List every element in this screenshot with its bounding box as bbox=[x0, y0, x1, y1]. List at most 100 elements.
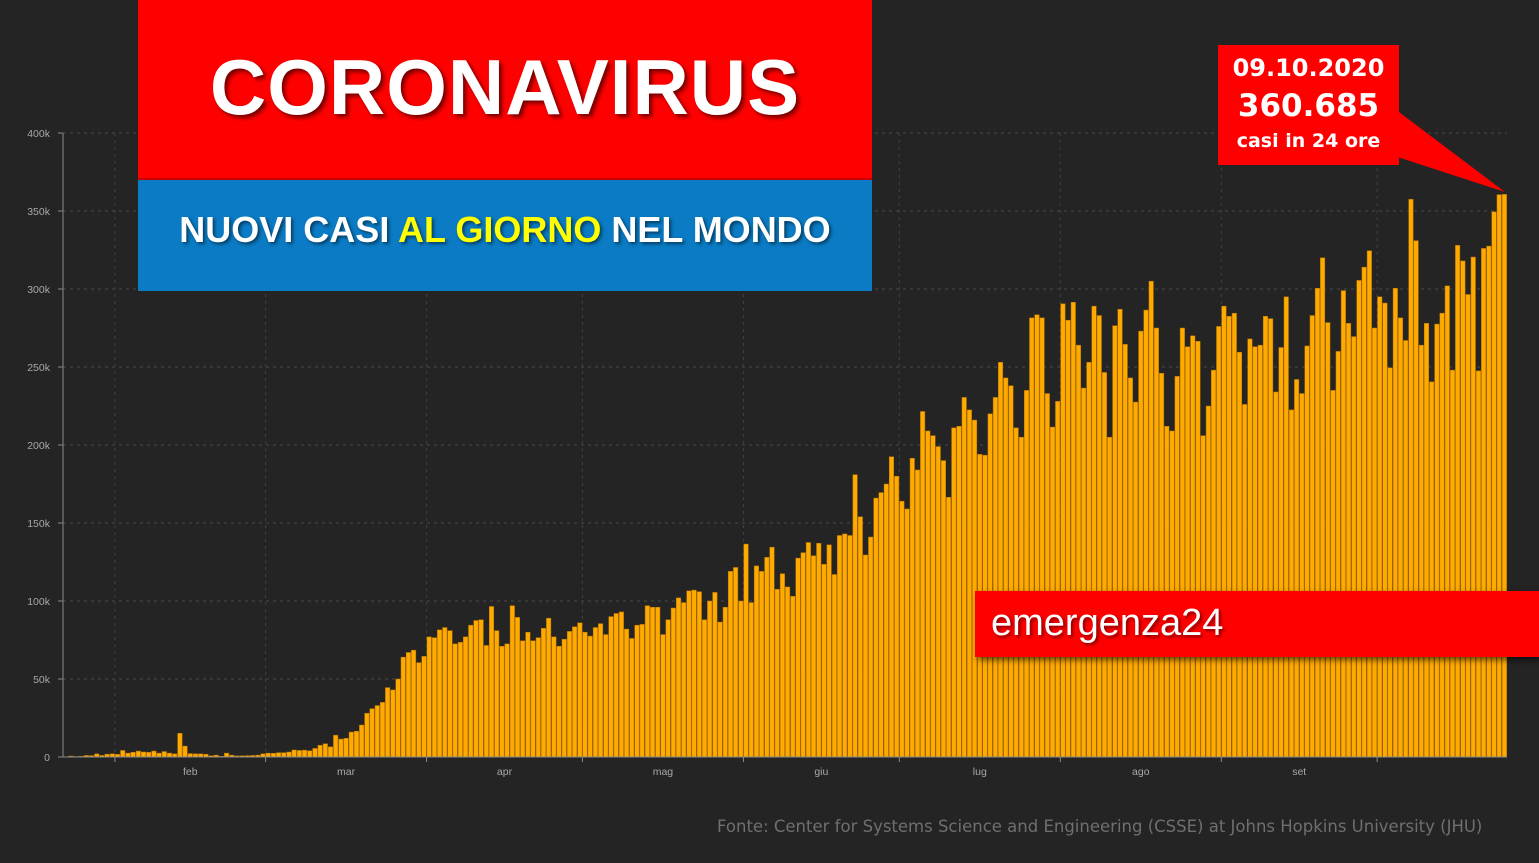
bar bbox=[1314, 287, 1320, 758]
bar bbox=[935, 446, 941, 758]
bar bbox=[1330, 390, 1336, 758]
bar bbox=[655, 606, 661, 758]
callout-pointer bbox=[1376, 112, 1505, 192]
bar bbox=[499, 645, 505, 758]
bar bbox=[1346, 323, 1352, 758]
bar bbox=[795, 557, 801, 758]
y-tick-label: 150k bbox=[27, 518, 51, 530]
bar bbox=[972, 419, 978, 758]
bar bbox=[873, 497, 879, 758]
bar bbox=[1190, 335, 1196, 758]
bar bbox=[561, 638, 567, 758]
bar bbox=[998, 362, 1004, 758]
bar bbox=[141, 751, 147, 758]
bar bbox=[1205, 405, 1211, 758]
bar bbox=[494, 630, 500, 758]
bar bbox=[613, 613, 619, 758]
bar bbox=[1423, 323, 1429, 758]
bar bbox=[483, 645, 489, 758]
bar bbox=[769, 546, 775, 758]
x-tick-label: ago bbox=[1132, 766, 1150, 778]
y-tick-label: 350k bbox=[27, 206, 51, 218]
bar bbox=[1075, 344, 1081, 758]
bar bbox=[1340, 290, 1346, 758]
bar bbox=[748, 602, 754, 758]
bar bbox=[1148, 280, 1154, 758]
y-tick-label: 300k bbox=[27, 284, 51, 296]
bar bbox=[1470, 256, 1476, 758]
bar bbox=[276, 752, 282, 758]
bar bbox=[286, 751, 292, 758]
y-axis: 0 50k 100k 150k 200k 250k 300k 350k 400k bbox=[27, 128, 63, 764]
bar bbox=[1449, 369, 1455, 758]
bar bbox=[224, 752, 230, 758]
bar bbox=[551, 636, 557, 758]
bar bbox=[1231, 312, 1237, 758]
bar bbox=[1418, 344, 1424, 758]
bar bbox=[790, 596, 796, 758]
bar bbox=[800, 552, 806, 758]
bar bbox=[489, 606, 495, 758]
bar bbox=[707, 600, 713, 758]
bar bbox=[1387, 367, 1393, 758]
bar bbox=[379, 702, 385, 758]
subtitle-part2: NEL MONDO bbox=[601, 208, 831, 250]
bar bbox=[1325, 322, 1331, 758]
bar bbox=[156, 752, 162, 758]
bar bbox=[146, 752, 152, 758]
bar bbox=[857, 516, 863, 758]
bar bbox=[629, 638, 635, 758]
bar bbox=[909, 458, 915, 758]
bar bbox=[1195, 341, 1201, 758]
bar bbox=[520, 640, 526, 758]
bar bbox=[1444, 285, 1450, 758]
bar bbox=[1174, 376, 1180, 758]
bar bbox=[151, 750, 157, 758]
bar bbox=[1283, 296, 1289, 758]
bar bbox=[1309, 315, 1315, 758]
bar bbox=[1398, 317, 1404, 758]
bar bbox=[1460, 260, 1466, 758]
bar bbox=[374, 705, 380, 758]
bar bbox=[125, 752, 131, 758]
bar bbox=[514, 617, 520, 758]
bar bbox=[1257, 344, 1263, 758]
bar bbox=[940, 460, 946, 758]
bar bbox=[135, 750, 141, 758]
subtitle-highlight: AL GIORNO bbox=[398, 208, 602, 250]
bar bbox=[1226, 316, 1232, 758]
callout-date: 09.10.2020 bbox=[1232, 54, 1385, 82]
y-tick-label: 0 bbox=[44, 752, 50, 764]
bar bbox=[925, 430, 931, 758]
bar bbox=[348, 731, 354, 758]
bar bbox=[265, 752, 271, 758]
bar bbox=[343, 738, 349, 758]
bar bbox=[535, 637, 541, 758]
bar bbox=[868, 536, 874, 758]
bar bbox=[816, 543, 822, 758]
bar bbox=[914, 469, 920, 758]
subtitle-banner: NUOVI CASI AL GIORNO NEL MONDO bbox=[138, 178, 872, 291]
bar bbox=[696, 591, 702, 758]
bar bbox=[1112, 325, 1118, 758]
bar bbox=[785, 586, 791, 758]
y-tick-label: 200k bbox=[27, 440, 51, 452]
bar bbox=[385, 687, 391, 758]
bar bbox=[1366, 250, 1372, 758]
bar bbox=[624, 628, 630, 758]
bar bbox=[956, 426, 962, 758]
bar bbox=[1434, 323, 1440, 758]
bar bbox=[753, 565, 759, 758]
bar bbox=[296, 750, 302, 758]
bar bbox=[1377, 296, 1383, 758]
bar bbox=[639, 624, 645, 758]
bar bbox=[650, 606, 656, 758]
bar bbox=[1221, 305, 1227, 758]
x-tick-label: mar bbox=[337, 766, 356, 778]
bar bbox=[270, 753, 276, 758]
y-tick-label: 100k bbox=[27, 596, 51, 608]
bar bbox=[634, 624, 640, 758]
bar bbox=[852, 474, 858, 758]
bar bbox=[1179, 327, 1185, 758]
bar bbox=[1086, 362, 1092, 758]
